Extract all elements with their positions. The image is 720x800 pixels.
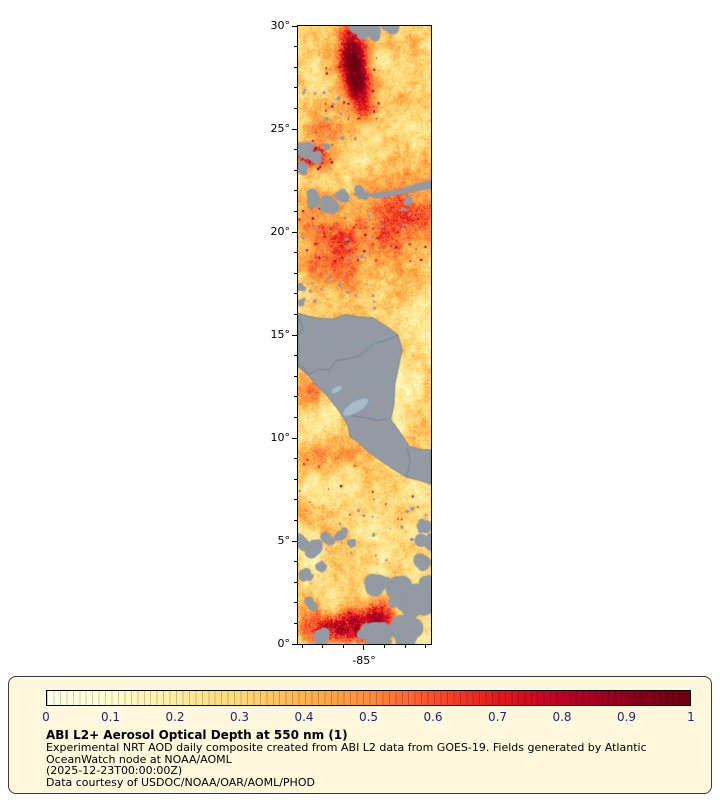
latitude-minor-tick xyxy=(294,272,297,274)
colorbar-tick-label: 0.8 xyxy=(552,710,572,724)
latitude-minor-tick xyxy=(294,519,297,521)
map-plot-area: 30° 25° 20° 15° 10° 5° 0° -85° xyxy=(271,19,432,667)
legend-description-line-1: Experimental NRT AOD daily composite cre… xyxy=(46,741,647,754)
latitude-tick-label: 0° xyxy=(277,637,291,650)
latitude-tick xyxy=(292,231,297,233)
longitude-tick xyxy=(322,645,324,648)
latitude-minor-tick xyxy=(294,622,297,624)
latitude-tick-label: 10° xyxy=(270,431,291,444)
latitude-minor-tick xyxy=(294,66,297,68)
longitude-tick xyxy=(384,645,386,648)
colorbar-tick-label: 0.1 xyxy=(100,710,121,724)
latitude-minor-tick xyxy=(294,210,297,212)
latitude-tick xyxy=(292,334,297,336)
colorbar-tick-label: 0.9 xyxy=(616,710,637,724)
latitude-minor-tick xyxy=(294,396,297,398)
longitude-tick xyxy=(363,645,365,650)
latitude-tick xyxy=(292,540,297,542)
latitude-tick-label: 15° xyxy=(270,328,291,341)
latitude-minor-tick xyxy=(294,169,297,171)
latitude-tick-label: 20° xyxy=(270,225,291,238)
latitude-minor-tick xyxy=(294,87,297,89)
latitude-minor-tick xyxy=(294,478,297,480)
colorbar-tick-label: 0.2 xyxy=(165,710,185,724)
latitude-minor-tick xyxy=(294,602,297,604)
latitude-minor-tick xyxy=(294,416,297,418)
latitude-minor-tick xyxy=(294,561,297,563)
latitude-tick xyxy=(292,437,297,439)
colorbar-tick-label: 0.5 xyxy=(358,710,379,724)
longitude-tick xyxy=(301,645,303,648)
latitude-tick xyxy=(292,25,297,27)
latitude-minor-tick xyxy=(294,499,297,501)
latitude-minor-tick xyxy=(294,190,297,192)
latitude-minor-tick xyxy=(294,107,297,109)
aod-colorbar xyxy=(46,690,691,706)
colorbar-tick-label: 0.6 xyxy=(423,710,443,724)
latitude-minor-tick xyxy=(294,375,297,377)
latitude-minor-tick xyxy=(294,313,297,315)
latitude-tick-label: 30° xyxy=(270,19,291,32)
latitude-minor-tick xyxy=(294,252,297,254)
latitude-minor-tick xyxy=(294,293,297,295)
latitude-tick xyxy=(292,643,297,645)
colorbar-tick-label: 0.4 xyxy=(294,710,314,724)
aod-raster-map xyxy=(298,26,431,644)
legend-timestamp: (2025-12-23T00:00:00Z) xyxy=(46,764,183,778)
colorbar-tick-label: 0.7 xyxy=(487,710,508,724)
legend-text-block: ABI L2+ Aerosol Optical Depth at 550 nm … xyxy=(46,729,706,788)
colorbar-tick-labels: 0 0.1 0.2 0.3 0.4 0.5 0.6 0.7 0.8 0.9 1 xyxy=(9,677,711,793)
colorbar-tick-label: 1 xyxy=(687,710,695,724)
legend-description-line-2: OceanWatch node at NOAA/AOML xyxy=(46,752,232,766)
latitude-tick xyxy=(292,128,297,130)
latitude-tick-label: 5° xyxy=(277,534,291,547)
longitude-tick xyxy=(404,645,406,648)
legend-title: ABI L2+ Aerosol Optical Depth at 550 nm … xyxy=(46,728,348,742)
latitude-tick-label: 25° xyxy=(270,122,291,135)
longitude-tick xyxy=(342,645,344,648)
colorbar-tick-label: 0.3 xyxy=(229,710,250,724)
legend-panel: 0 0.1 0.2 0.3 0.4 0.5 0.6 0.7 0.8 0.9 1 ABI L2+ Ae… xyxy=(8,676,712,794)
longitude-tick-label: -85° xyxy=(352,654,376,667)
latitude-minor-tick xyxy=(294,355,297,357)
legend-credit: Data courtesy of USDOC/NOAA/OAR/AOML/PHO… xyxy=(46,775,315,789)
longitude-tick xyxy=(425,645,427,648)
latitude-minor-tick xyxy=(294,149,297,151)
latitude-minor-tick xyxy=(294,581,297,583)
latitude-minor-tick xyxy=(294,46,297,48)
colorbar-tick-label: 0 xyxy=(42,710,50,724)
latitude-minor-tick xyxy=(294,458,297,460)
